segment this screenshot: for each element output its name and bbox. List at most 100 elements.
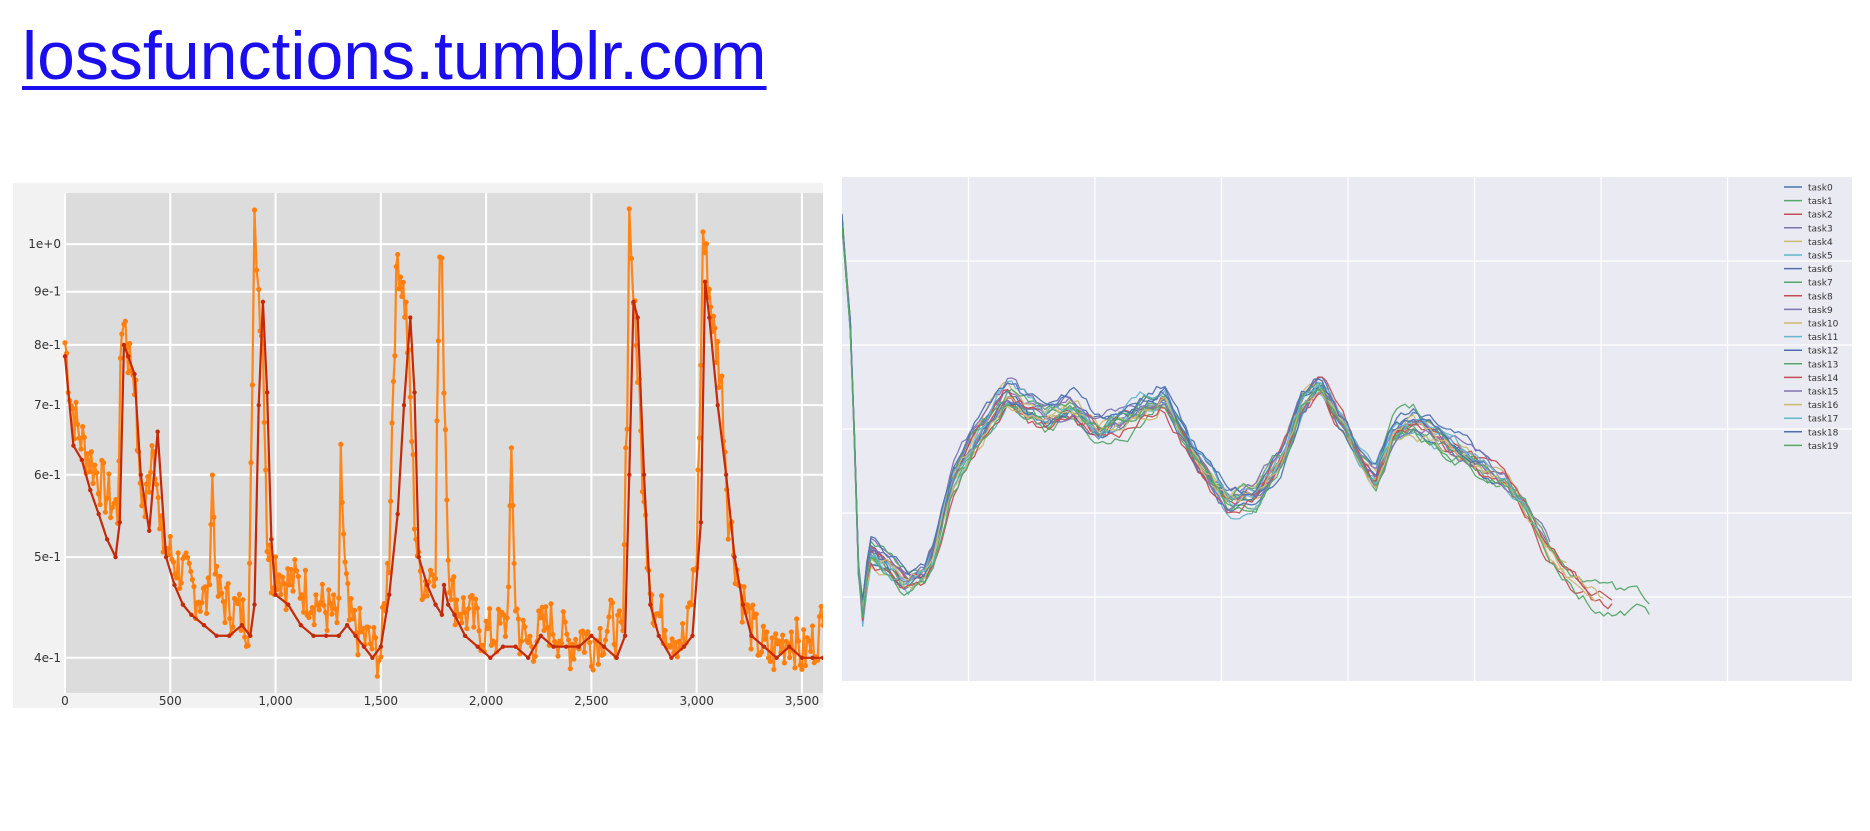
- raw-loss-point: [265, 556, 272, 563]
- smoothed-loss-point: [147, 528, 152, 533]
- raw-loss-point: [515, 616, 521, 622]
- raw-loss-point: [217, 573, 223, 579]
- raw-loss-point: [155, 495, 161, 501]
- raw-loss-point: [263, 467, 269, 473]
- raw-loss-point: [424, 593, 430, 599]
- smoothed-loss-point: [424, 582, 430, 588]
- site-link[interactable]: lossfunctions.tumblr.com: [22, 18, 767, 94]
- raw-loss-point: [427, 567, 434, 573]
- raw-loss-point: [301, 609, 307, 615]
- legend-label: task19: [1808, 442, 1839, 452]
- task16-line: [842, 220, 1605, 610]
- raw-loss-point: [550, 631, 556, 638]
- raw-loss-point: [355, 652, 361, 658]
- raw-loss-point: [70, 406, 76, 412]
- raw-loss-point: [511, 560, 517, 567]
- raw-loss-point: [236, 591, 243, 597]
- smoothed-loss-point: [88, 487, 93, 493]
- raw-loss-point: [331, 592, 337, 598]
- legend-label: task0: [1808, 184, 1833, 194]
- raw-loss-point: [286, 582, 293, 588]
- smoothed-loss-point: [681, 644, 687, 649]
- raw-loss-point: [81, 434, 87, 440]
- raw-loss-point: [716, 384, 722, 390]
- raw-loss-point: [294, 568, 300, 574]
- raw-loss-point: [532, 653, 538, 660]
- raw-loss-point: [676, 638, 682, 645]
- raw-loss-point: [283, 606, 289, 613]
- raw-loss-point: [261, 419, 267, 425]
- raw-loss-point: [167, 533, 173, 540]
- task-series: [842, 213, 1650, 627]
- raw-loss-point: [472, 596, 479, 602]
- raw-loss-point: [403, 299, 409, 305]
- raw-loss-point: [712, 325, 718, 331]
- raw-loss-point: [739, 619, 745, 625]
- raw-loss-point: [544, 624, 551, 630]
- raw-loss-point: [700, 229, 706, 235]
- raw-loss-point: [311, 622, 317, 628]
- raw-loss-point: [113, 496, 119, 503]
- raw-loss-point: [102, 509, 108, 515]
- raw-loss-point: [667, 644, 673, 650]
- raw-loss-point: [715, 338, 721, 345]
- raw-loss-point: [95, 491, 101, 497]
- raw-loss-point: [139, 503, 145, 509]
- raw-loss-point: [536, 608, 542, 614]
- raw-loss-point: [758, 649, 765, 655]
- raw-loss-point: [224, 585, 230, 591]
- raw-loss-point: [452, 622, 458, 628]
- raw-loss-point: [658, 593, 665, 599]
- legend: task0 task1 task2 task3 task4 task5 task6 task7…: [1784, 184, 1839, 452]
- legend-label: task12: [1808, 347, 1838, 357]
- raw-loss-point: [339, 499, 345, 506]
- raw-loss-point: [487, 606, 493, 612]
- raw-loss-point: [185, 554, 191, 561]
- raw-loss-point: [306, 614, 312, 621]
- raw-loss-point: [595, 661, 602, 667]
- smoothed-loss-point: [627, 472, 632, 477]
- raw-loss-point: [341, 531, 347, 537]
- smoothed-loss-point: [298, 622, 304, 628]
- raw-loss-point: [278, 591, 284, 597]
- raw-loss-point: [501, 612, 507, 618]
- smoothed-loss-point: [155, 429, 160, 434]
- legend-label: task9: [1808, 306, 1833, 316]
- smoothed-loss-point: [336, 633, 341, 638]
- raw-loss-point: [143, 481, 150, 487]
- smoothed-loss-point: [439, 612, 445, 617]
- raw-loss-point: [148, 469, 154, 475]
- y-tick-label: 1e+0: [28, 237, 61, 251]
- raw-loss-point: [343, 570, 350, 577]
- raw-loss-point: [680, 620, 686, 627]
- raw-loss-point: [564, 631, 570, 637]
- raw-loss-point: [806, 637, 812, 644]
- raw-loss-point: [332, 606, 338, 612]
- raw-loss-point: [393, 264, 399, 270]
- raw-loss-point: [518, 638, 525, 644]
- smoothed-loss-point: [248, 633, 253, 638]
- raw-loss-point: [809, 623, 816, 629]
- smoothed-loss-point: [252, 602, 257, 607]
- raw-loss-point: [318, 599, 324, 605]
- raw-loss-point: [497, 620, 503, 626]
- raw-loss-point: [369, 646, 375, 652]
- raw-loss-point: [409, 438, 415, 445]
- raw-loss-point: [464, 625, 470, 632]
- raw-loss-point: [127, 340, 133, 347]
- raw-loss-point: [254, 267, 260, 273]
- raw-loss-point: [543, 604, 549, 610]
- raw-loss-point: [104, 495, 110, 501]
- raw-loss-point: [439, 255, 445, 261]
- raw-loss-point: [245, 642, 251, 649]
- raw-loss-point: [688, 602, 695, 608]
- raw-loss-point: [313, 592, 319, 598]
- raw-loss-point: [794, 616, 800, 622]
- smoothed-loss-point: [387, 592, 392, 597]
- raw-loss-point: [615, 612, 621, 618]
- raw-loss-point: [611, 641, 617, 647]
- smoothed-loss-point: [433, 602, 438, 607]
- x-tick-label: 1,000: [258, 694, 292, 708]
- smoothed-loss-point: [551, 644, 556, 649]
- raw-loss-point: [601, 651, 607, 657]
